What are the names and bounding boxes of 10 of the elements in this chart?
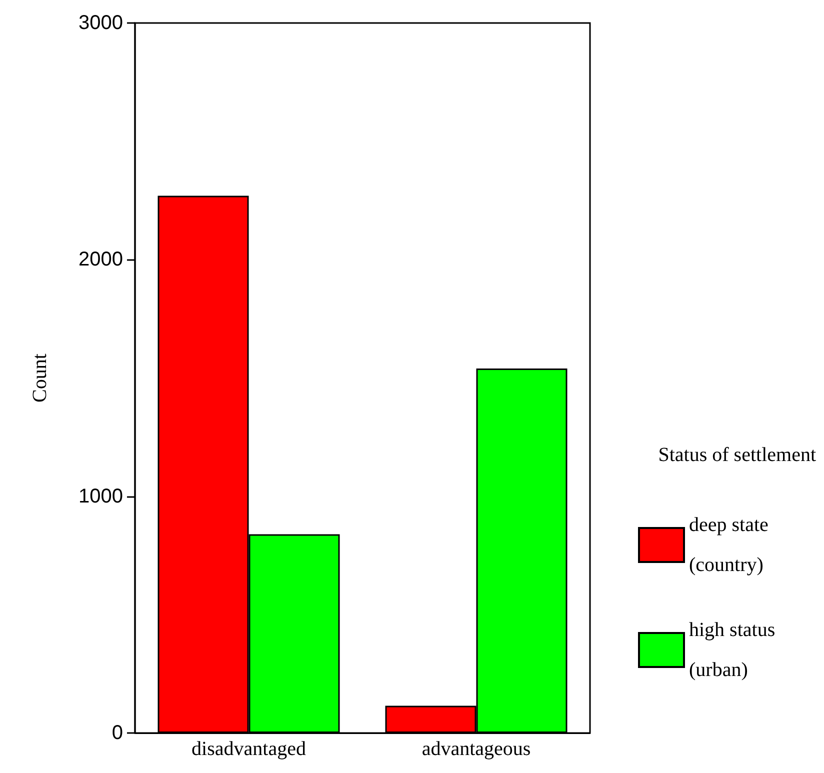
y-tick-label: 1000 (78, 485, 123, 508)
y-tick-label: 0 (112, 722, 123, 744)
x-tick-label: advantageous (422, 738, 531, 760)
legend-label: deep state (country) (689, 514, 774, 576)
x-tick-label: disadvantaged (192, 738, 306, 760)
legend-label: high status (urban) (689, 619, 780, 681)
y-axis-title: Count (29, 353, 51, 402)
legend-title: Status of settlement (658, 444, 816, 466)
y-tick-label: 3000 (78, 12, 123, 34)
y-tick-label: 2000 (78, 248, 123, 271)
